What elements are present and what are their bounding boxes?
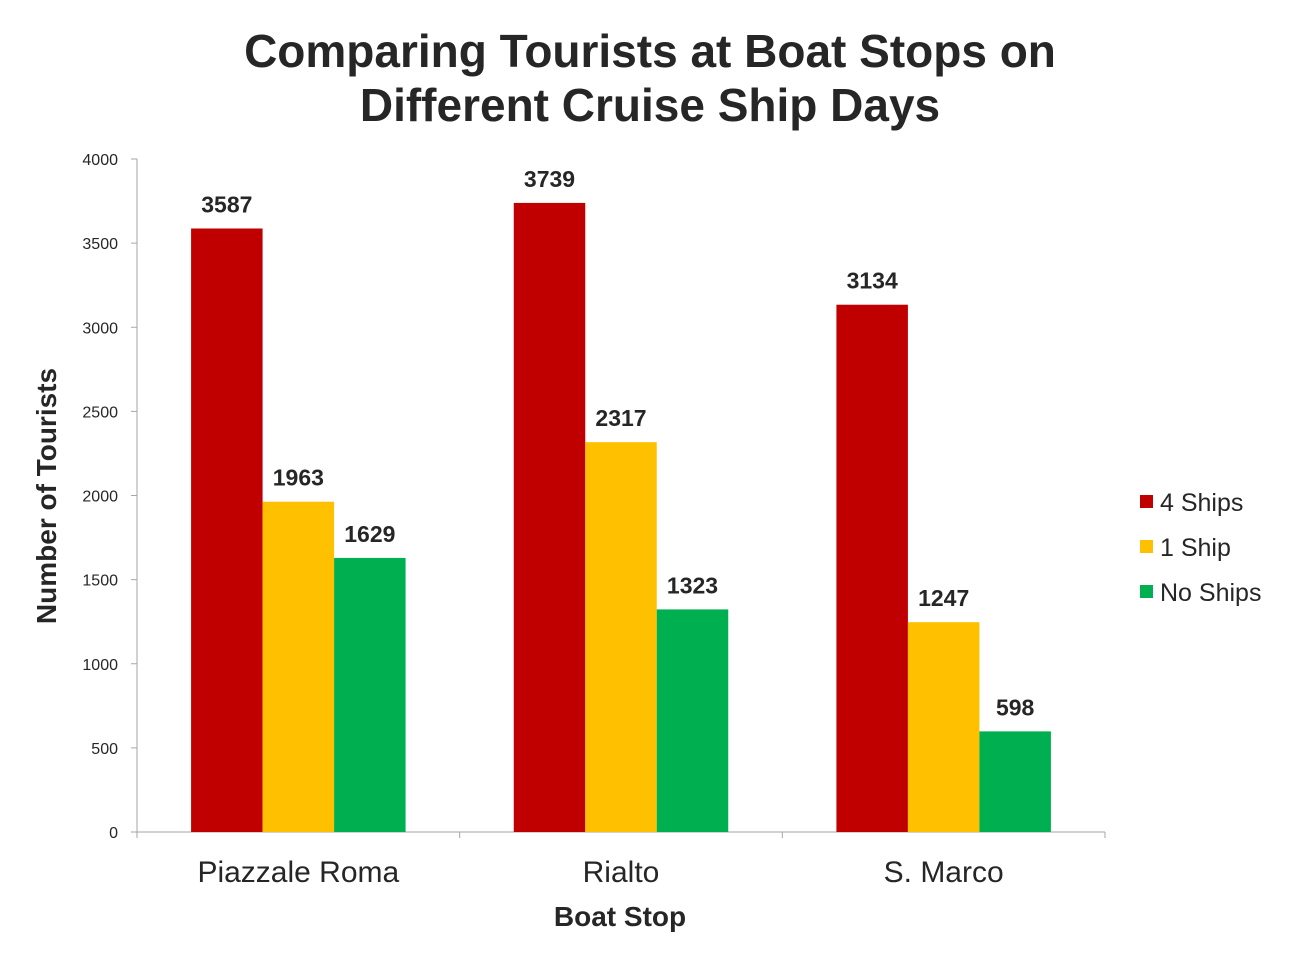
y-axis: 0 500 1000 1500 2000 2500 3000 3500 4000 <box>82 152 138 842</box>
y-tick-label: 3000 <box>82 320 118 337</box>
bar <box>979 731 1051 832</box>
data-label: 1629 <box>344 521 395 547</box>
data-labels: 3587 1963 1629 3739 2317 1323 3134 1247 598 <box>201 166 1034 720</box>
bar <box>907 622 980 832</box>
y-tick-label: 3500 <box>82 236 118 253</box>
legend-label: 1 Ship <box>1160 534 1231 562</box>
chart-title: Comparing Tourists at Boat Stops on Diff… <box>244 25 1056 131</box>
data-label: 3739 <box>524 166 575 192</box>
y-tick-label: 2000 <box>82 489 118 506</box>
x-axis: Piazzale Roma Rialto S. Marco <box>136 831 1106 889</box>
x-tick-label: S. Marco <box>884 856 1004 889</box>
data-label: 2317 <box>595 405 646 431</box>
legend-swatch <box>1140 495 1153 508</box>
data-label: 3587 <box>201 191 252 217</box>
data-label: 1323 <box>667 572 718 598</box>
bar <box>656 609 729 832</box>
bar <box>334 557 406 832</box>
bar <box>191 228 263 832</box>
bars <box>191 202 1051 833</box>
x-tick-label: Piazzale Roma <box>197 856 399 889</box>
data-label: 1247 <box>918 585 969 611</box>
y-tick-label: 500 <box>91 741 118 758</box>
bar <box>262 501 335 832</box>
data-label: 598 <box>996 694 1035 720</box>
y-tick-label: 1000 <box>82 657 118 674</box>
chart-title-line-2: Different Cruise Ship Days <box>360 79 940 131</box>
legend: 4 Ships 1 Ship No Ships <box>1140 489 1261 607</box>
y-tick-label: 2500 <box>82 404 118 421</box>
bar <box>836 304 908 833</box>
bar <box>513 202 586 832</box>
data-label: 1963 <box>273 465 324 491</box>
chart-title-line-1: Comparing Tourists at Boat Stops on <box>244 25 1056 77</box>
legend-label: 4 Ships <box>1160 489 1243 517</box>
legend-label: No Ships <box>1160 579 1261 607</box>
legend-swatch <box>1140 585 1153 598</box>
bar <box>585 442 657 832</box>
y-tick-label: 4000 <box>82 152 118 169</box>
x-axis-title: Boat Stop <box>554 901 686 932</box>
y-tick-label: 0 <box>109 825 118 842</box>
y-tick-label: 1500 <box>82 573 118 590</box>
y-axis-title: Number of Tourists <box>31 368 62 624</box>
x-tick-label: Rialto <box>583 856 660 889</box>
data-label: 3134 <box>847 268 898 294</box>
legend-swatch <box>1140 540 1153 553</box>
